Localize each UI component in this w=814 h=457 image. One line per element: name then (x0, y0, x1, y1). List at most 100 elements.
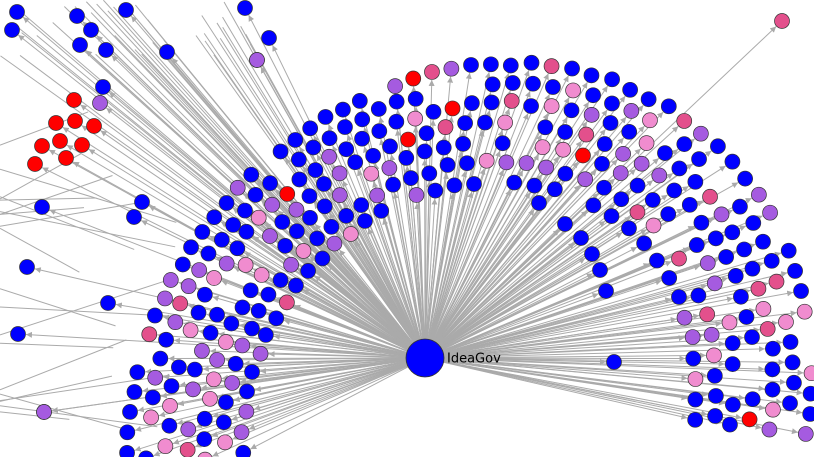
node[interactable] (782, 334, 799, 350)
node[interactable] (671, 250, 687, 267)
node[interactable] (387, 78, 403, 94)
node[interactable] (72, 37, 88, 53)
node[interactable] (718, 249, 734, 265)
node[interactable] (706, 367, 723, 384)
node[interactable] (388, 93, 405, 110)
node[interactable] (613, 191, 630, 208)
node[interactable] (223, 315, 240, 332)
node[interactable] (477, 114, 493, 131)
node[interactable] (197, 286, 213, 303)
node[interactable] (531, 195, 547, 211)
node[interactable] (388, 113, 405, 130)
node[interactable] (305, 139, 322, 156)
node[interactable] (459, 155, 475, 172)
node[interactable] (688, 237, 705, 253)
node[interactable] (253, 267, 270, 283)
node[interactable] (796, 303, 813, 320)
node[interactable] (218, 195, 235, 211)
node[interactable] (182, 322, 199, 339)
node[interactable] (134, 194, 150, 210)
node[interactable] (699, 255, 716, 271)
node[interactable] (272, 143, 289, 160)
node[interactable] (224, 375, 240, 391)
node[interactable] (645, 217, 662, 234)
node[interactable] (724, 153, 741, 170)
node[interactable] (585, 197, 602, 214)
node[interactable] (157, 438, 174, 455)
node[interactable] (9, 4, 25, 20)
node[interactable] (209, 352, 225, 368)
node[interactable] (215, 414, 232, 431)
node[interactable] (755, 300, 772, 317)
node[interactable] (180, 278, 197, 294)
node[interactable] (196, 431, 213, 447)
node[interactable] (10, 326, 26, 342)
node[interactable] (244, 364, 260, 380)
node[interactable] (457, 115, 473, 131)
node[interactable] (765, 340, 781, 357)
node[interactable] (708, 388, 724, 404)
node[interactable] (4, 22, 20, 38)
node[interactable] (194, 342, 210, 359)
node[interactable] (118, 2, 134, 18)
node[interactable] (738, 309, 755, 325)
node[interactable] (768, 273, 785, 290)
node[interactable] (425, 103, 442, 120)
node[interactable] (765, 401, 781, 418)
node[interactable] (331, 187, 348, 203)
node[interactable] (676, 309, 693, 326)
node[interactable] (205, 371, 222, 388)
node[interactable] (250, 209, 267, 226)
node[interactable] (262, 175, 278, 191)
node[interactable] (596, 179, 612, 196)
node[interactable] (557, 216, 573, 232)
node[interactable] (233, 424, 250, 441)
node[interactable] (621, 123, 638, 140)
node[interactable] (523, 98, 539, 114)
node[interactable] (407, 90, 424, 107)
node[interactable] (309, 230, 325, 247)
node[interactable] (421, 165, 438, 182)
node[interactable] (243, 166, 260, 183)
node[interactable] (200, 245, 217, 262)
node[interactable] (407, 110, 424, 127)
node[interactable] (83, 22, 99, 38)
node[interactable] (202, 390, 218, 407)
node[interactable] (98, 42, 114, 58)
node[interactable] (660, 98, 677, 115)
node[interactable] (354, 130, 370, 147)
node[interactable] (197, 451, 213, 457)
node[interactable] (706, 275, 723, 292)
node[interactable] (744, 329, 760, 345)
node[interactable] (640, 91, 657, 108)
node[interactable] (69, 8, 85, 24)
node[interactable] (484, 76, 501, 93)
node[interactable] (578, 126, 595, 143)
node[interactable] (218, 394, 234, 411)
node[interactable] (337, 119, 353, 135)
node[interactable] (363, 165, 380, 182)
node[interactable] (649, 252, 665, 269)
node[interactable] (455, 136, 471, 152)
node[interactable] (564, 60, 580, 77)
node[interactable] (623, 103, 640, 119)
node[interactable] (774, 13, 790, 29)
node[interactable] (174, 256, 191, 273)
node[interactable] (180, 421, 197, 438)
node[interactable] (400, 131, 416, 148)
node[interactable] (763, 252, 780, 269)
node[interactable] (321, 130, 338, 147)
node[interactable] (596, 136, 613, 152)
node[interactable] (229, 179, 246, 196)
node[interactable] (194, 224, 211, 240)
node[interactable] (546, 181, 563, 198)
node[interactable] (238, 223, 255, 240)
node[interactable] (321, 148, 337, 165)
node[interactable] (172, 295, 189, 312)
node[interactable] (351, 93, 368, 109)
node[interactable] (543, 98, 560, 114)
node[interactable] (323, 218, 340, 235)
node[interactable] (288, 277, 304, 294)
node[interactable] (234, 337, 251, 354)
node[interactable] (52, 133, 68, 149)
